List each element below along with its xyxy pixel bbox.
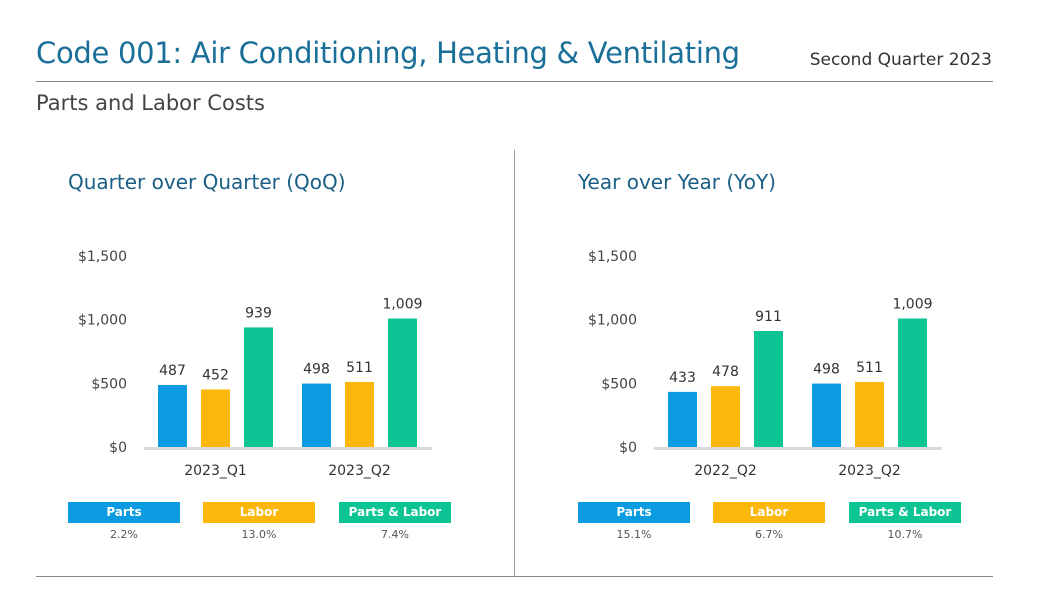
yoy-y-tick-label: $500 — [601, 376, 637, 392]
yoy-data-label: 498 — [813, 362, 840, 378]
yoy-bar-parts-labor — [754, 330, 783, 447]
qoq-bar-labor — [345, 381, 374, 447]
qoq-data-label: 498 — [303, 362, 330, 378]
qoq-legend-parts-labor-label: Parts & Labor — [339, 502, 451, 523]
panel-divider — [514, 150, 515, 576]
yoy-legend-parts-labor: Parts & Labor 10.7% — [849, 502, 961, 541]
yoy-data-label: 911 — [755, 309, 782, 325]
yoy-data-label: 478 — [712, 364, 739, 380]
qoq-category-label: 2023_Q2 — [328, 463, 391, 479]
qoq-labor-change: 13.0% — [241, 528, 277, 541]
qoq-data-label: 452 — [202, 367, 229, 383]
qoq-baseline — [144, 447, 432, 450]
yoy-bar-labor — [855, 381, 884, 447]
qoq-bar-parts-labor — [388, 318, 417, 447]
qoq-legend-parts-labor: Parts & Labor 7.4% — [339, 502, 451, 541]
yoy-labor-change: 6.7% — [755, 528, 783, 541]
qoq-data-label: 939 — [245, 305, 272, 321]
qoq-data-label: 487 — [159, 363, 186, 379]
qoq-bar-labor — [201, 389, 230, 447]
yoy-bar-labor — [711, 386, 740, 447]
qoq-y-tick-label: $1,500 — [78, 249, 127, 265]
qoq-parts-change: 2.2% — [110, 528, 138, 541]
yoy-legend-parts-labor-label: Parts & Labor — [849, 502, 961, 523]
yoy-legend-labor: Labor 6.7% — [713, 502, 825, 541]
header-divider — [36, 81, 993, 82]
quarter-label: Second Quarter 2023 — [809, 50, 992, 70]
yoy-legend-parts: Parts 15.1% — [578, 502, 690, 541]
page-title: Code 001: Air Conditioning, Heating & Ve… — [36, 36, 740, 70]
yoy-y-tick-label: $1,000 — [588, 313, 637, 329]
yoy-panel: Year over Year (YoY) $0 $500 $1,000 $1,500 4… — [578, 150, 1044, 570]
yoy-y-tick-label: $1,500 — [588, 249, 637, 265]
yoy-legend-parts-label: Parts — [578, 502, 690, 523]
yoy-chart: $0 $500 $1,000 $1,500 433 478 911 2022_Q2 498 511… — [588, 249, 942, 479]
qoq-bar-parts — [158, 384, 187, 447]
yoy-legend-labor-label: Labor — [713, 502, 825, 523]
qoq-legend-labor: Labor 13.0% — [203, 502, 315, 541]
qoq-y-tick-label: $500 — [91, 376, 127, 392]
yoy-bar-parts — [812, 383, 841, 447]
yoy-baseline — [654, 447, 942, 450]
yoy-bar-parts-labor — [898, 318, 927, 447]
yoy-parts-labor-change: 10.7% — [887, 528, 923, 541]
yoy-parts-change: 15.1% — [616, 528, 652, 541]
qoq-y-tick-label: $1,000 — [78, 313, 127, 329]
yoy-bar-parts — [668, 391, 697, 447]
qoq-legend: Parts 2.2% Labor 13.0% Parts & Labor 7.4… — [68, 502, 488, 552]
page-subtitle: Parts and Labor Costs — [36, 91, 265, 115]
yoy-category-label: 2023_Q2 — [838, 463, 901, 479]
qoq-bar-parts-labor — [244, 327, 273, 447]
yoy-data-label: 511 — [856, 360, 883, 376]
qoq-category-label: 2023_Q1 — [184, 463, 247, 479]
qoq-legend-labor-label: Labor — [203, 502, 315, 523]
qoq-data-label: 511 — [346, 360, 373, 376]
yoy-y-tick-label: $0 — [619, 440, 637, 456]
yoy-legend: Parts 15.1% Labor 6.7% Parts & Labor 10.… — [578, 502, 998, 552]
yoy-category-label: 2022_Q2 — [694, 463, 757, 479]
qoq-panel: Quarter over Quarter (QoQ) $0 $500 $1,000 $… — [68, 150, 538, 570]
qoq-parts-labor-change: 7.4% — [381, 528, 409, 541]
qoq-legend-parts: Parts 2.2% — [68, 502, 180, 541]
yoy-data-label: 433 — [669, 370, 696, 386]
qoq-chart: $0 $500 $1,000 $1,500 487 452 939 2023_Q1 498 511… — [78, 249, 432, 479]
qoq-bar-parts — [302, 383, 331, 447]
qoq-chart-title: Quarter over Quarter (QoQ) — [68, 170, 346, 194]
footer-divider — [36, 576, 993, 577]
qoq-y-tick-label: $0 — [109, 440, 127, 456]
yoy-data-label: 1,009 — [892, 297, 932, 313]
qoq-data-label: 1,009 — [382, 297, 422, 313]
qoq-legend-parts-label: Parts — [68, 502, 180, 523]
yoy-chart-title: Year over Year (YoY) — [578, 170, 776, 194]
